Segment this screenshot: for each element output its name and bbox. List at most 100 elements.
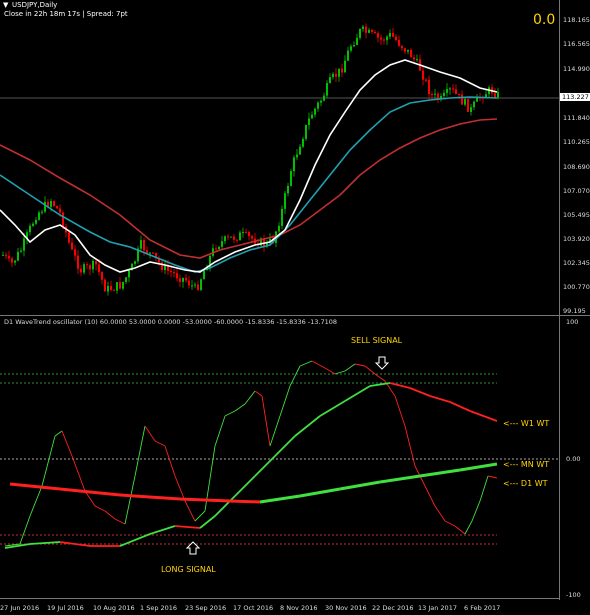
d1-wt-segment: [61, 430, 73, 457]
w1-wt-segment: [174, 525, 201, 529]
ma-teal-line: [0, 96, 498, 273]
candle-body: [296, 154, 298, 158]
price-axis-label: 99.195: [563, 307, 586, 315]
candle-body: [173, 272, 175, 274]
d1-wt-segment: [464, 520, 473, 535]
date-label: 13 Jan 2017: [418, 604, 457, 612]
w1-wt-segment: [274, 435, 296, 457]
candle-body: [278, 225, 280, 232]
d1-wt-segment: [234, 403, 246, 412]
candle-body: [413, 57, 415, 60]
candle-body: [344, 60, 346, 73]
price-chart[interactable]: [0, 0, 560, 316]
candle-body: [182, 277, 184, 282]
candle-body: [245, 231, 247, 233]
candle-body: [155, 252, 157, 259]
d1-wt-segment: [404, 425, 416, 467]
candle-body: [44, 201, 46, 212]
date-label: 22 Dec 2016: [372, 604, 414, 612]
w1-wt-segment: [4, 543, 31, 549]
mn-wt-segment: [379, 474, 421, 484]
date-label: 23 Sep 2016: [185, 604, 227, 612]
w1-wt-segment: [29, 541, 61, 545]
candle-body: [224, 236, 226, 242]
candle-body: [380, 37, 382, 40]
candle-body: [185, 277, 187, 281]
candle-body: [404, 48, 406, 52]
counter-readout: 0.0: [533, 12, 556, 28]
candle-body: [287, 185, 289, 194]
pane-divider[interactable]: [0, 315, 590, 316]
d1-wt-segment: [364, 365, 376, 375]
candle-body: [179, 278, 181, 282]
d1-wt-segment: [394, 395, 406, 427]
candle-body: [80, 268, 82, 273]
w1-wt-segment: [254, 455, 276, 477]
candle-body: [431, 94, 433, 96]
candle-body: [377, 33, 379, 38]
candle-body: [284, 193, 286, 209]
candle-body: [248, 231, 250, 237]
chart-menu-icon[interactable]: ▼: [3, 1, 9, 9]
d1-wt-segment: [144, 425, 156, 442]
candle-body: [110, 285, 112, 290]
candle-body: [203, 270, 205, 280]
candle-body: [302, 138, 304, 147]
d1-wt-segment: [71, 455, 86, 492]
candle-body: [239, 232, 241, 241]
candle-body: [74, 249, 76, 256]
candle-body: [26, 232, 28, 239]
candle-body: [236, 239, 238, 241]
candle-body: [158, 258, 160, 263]
d1-wt-segment: [94, 505, 106, 512]
price-axis-label: 102.345: [563, 259, 590, 267]
candle-body: [416, 59, 418, 61]
date-label: 8 Nov 2016: [280, 604, 318, 612]
d1-wt-segment: [299, 360, 313, 367]
candle-body: [197, 284, 199, 290]
d1-wt-segment: [344, 363, 356, 372]
w1-wt-segment: [389, 382, 411, 389]
date-label: 30 Nov 2016: [325, 604, 367, 612]
date-label: 10 Aug 2016: [93, 604, 135, 612]
candle-body: [104, 279, 106, 292]
candle-body: [50, 201, 52, 207]
current-price-value: 113.227: [562, 93, 589, 101]
candle-body: [314, 108, 316, 115]
candle-body: [5, 254, 7, 257]
d1-wt-segment: [41, 435, 56, 487]
d1-wt-segment: [471, 500, 481, 522]
w1-wt-segment: [234, 475, 256, 497]
date-label: 19 Jul 2016: [47, 604, 84, 612]
candle-body: [263, 238, 265, 247]
sell-signal-label: SELL SIGNAL: [351, 336, 403, 345]
d1-wt-segment: [324, 367, 336, 375]
candle-body: [395, 36, 397, 40]
candle-body: [221, 241, 223, 247]
candle-body: [14, 260, 16, 263]
oscillator-chart[interactable]: [0, 316, 560, 598]
d1-wt-segment: [154, 440, 166, 447]
price-axis-label: 111.840: [563, 114, 590, 122]
date-label: 1 Sep 2016: [140, 604, 178, 612]
ma-red-line: [0, 118, 498, 259]
price-axis-label: 103.920: [563, 235, 590, 243]
price-axis-label: 118.165: [563, 16, 590, 24]
d1-wt-segment: [164, 445, 176, 477]
w1-wt-segment: [344, 385, 371, 402]
price-axis-label: 105.495: [563, 211, 590, 219]
candle-body: [362, 26, 364, 29]
long-arrow-icon: [185, 541, 201, 555]
candle-body: [323, 95, 325, 101]
candle-body: [371, 29, 373, 32]
w1-wt-segment: [409, 387, 431, 397]
w1-wt-segment: [369, 382, 391, 387]
candle-body: [440, 95, 442, 100]
candle-body: [473, 101, 475, 108]
candle-body: [437, 93, 439, 100]
w1-wt-segment: [214, 495, 236, 517]
candle-body: [134, 261, 136, 264]
candle-body: [356, 37, 358, 45]
d1-wt-segment: [289, 365, 301, 387]
d1-wt-segment: [194, 510, 206, 522]
